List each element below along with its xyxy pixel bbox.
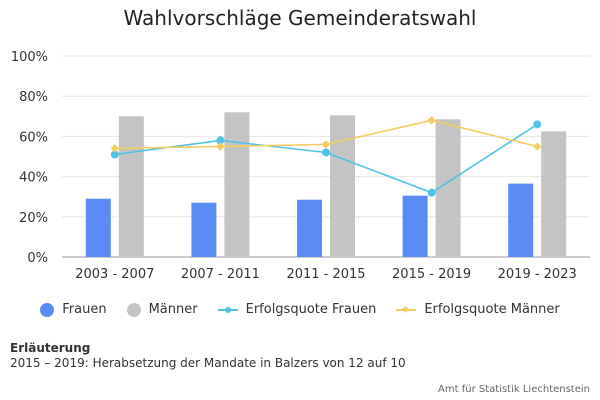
legend-label-frauen: Frauen [62, 302, 107, 317]
x-tick-label: 2007 - 2011 [181, 267, 260, 282]
legend-item-erfolgsquote-maenner[interactable]: Erfolgsquote Männer [396, 302, 560, 317]
point-erfolgsquote-frauen [533, 120, 542, 129]
legend-item-maenner[interactable]: Männer [126, 302, 198, 317]
bar-frauen [85, 198, 111, 257]
legend-swatch-erfolgsquote-maenner [396, 304, 417, 316]
bar-frauen [191, 202, 217, 257]
note-text: 2015 – 2019: Herabsetzung der Mandate in… [10, 356, 406, 370]
bar-maenner [224, 112, 250, 257]
point-erfolgsquote-frauen [216, 136, 225, 145]
bar-maenner [118, 116, 144, 257]
bar-maenner [330, 115, 355, 257]
point-erfolgsquote-maenner [427, 116, 436, 125]
point-erfolgsquote-frauen [110, 150, 119, 159]
x-tick-label: 2011 - 2015 [286, 267, 365, 282]
chart-title: Wahlvorschläge Gemeinderatswahl [123, 6, 477, 30]
x-tick-label: 2015 - 2019 [392, 267, 471, 282]
legend-swatch-erfolgsquote-frauen [217, 304, 238, 316]
point-erfolgsquote-frauen [427, 188, 436, 197]
legend-item-erfolgsquote-frauen[interactable]: Erfolgsquote Frauen [217, 302, 377, 317]
legend-swatch-maenner [126, 302, 141, 317]
point-erfolgsquote-maenner [321, 140, 331, 149]
credit: Amt für Statistik Liechtenstein [438, 384, 590, 395]
x-tick-label: 2019 - 2023 [498, 267, 577, 282]
legend-label-erfolgsquote-frauen: Erfolgsquote Frauen [245, 302, 377, 317]
point-erfolgsquote-frauen [322, 148, 330, 157]
point-erfolgsquote-maenner [216, 142, 225, 151]
y-tick-label: 80% [19, 90, 48, 105]
legend-swatch-frauen [40, 302, 55, 317]
bar-frauen [297, 199, 322, 257]
note-title: Erläuterung [10, 341, 91, 355]
legend-label-maenner: Männer [148, 302, 198, 317]
legend-label-erfolgsquote-maenner: Erfolgsquote Männer [424, 302, 560, 317]
legend: Frauen Männer Erfolgsquote Frauen Erfolg… [0, 302, 600, 317]
note: Erläuterung 2015 – 2019: Herabsetzung de… [10, 341, 406, 371]
legend-item-frauen[interactable]: Frauen [40, 302, 107, 317]
point-erfolgsquote-maenner [532, 142, 542, 151]
y-tick-label: 100% [11, 50, 48, 65]
y-tick-label: 40% [19, 171, 48, 186]
y-tick-label: 20% [19, 211, 48, 226]
y-tick-label: 60% [19, 130, 48, 145]
point-erfolgsquote-maenner [110, 144, 120, 153]
y-tick-label: 0% [27, 251, 48, 266]
x-tick-label: 2003 - 2007 [75, 267, 154, 282]
bar-frauen [402, 195, 428, 257]
line-erfolgsquote-frauen [114, 123, 538, 194]
bar-frauen [508, 183, 534, 257]
bar-maenner [541, 131, 567, 257]
